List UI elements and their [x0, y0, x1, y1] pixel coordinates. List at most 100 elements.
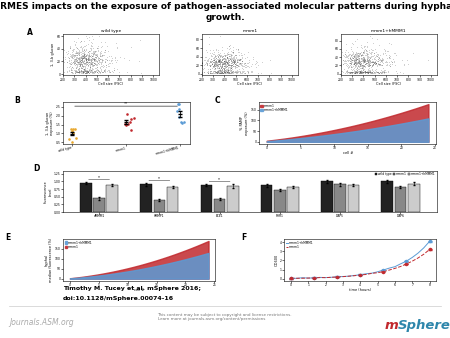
Point	[237, 52, 244, 58]
Point	[218, 47, 225, 53]
Point	[112, 40, 119, 46]
Point	[363, 52, 370, 58]
Point	[360, 52, 367, 57]
Point	[358, 70, 365, 76]
Point	[77, 69, 84, 75]
Point	[380, 69, 387, 75]
Point	[81, 43, 89, 49]
Point	[220, 66, 227, 72]
X-axis label: cell #: cell #	[134, 288, 144, 292]
Point	[238, 55, 245, 61]
Point	[72, 67, 79, 72]
Point	[362, 69, 369, 74]
Point	[212, 58, 220, 64]
Point	[83, 56, 90, 61]
Point	[356, 60, 363, 65]
Point	[228, 52, 235, 57]
Point	[76, 62, 83, 67]
Point	[76, 40, 83, 45]
Point	[356, 51, 363, 56]
Point	[351, 60, 358, 65]
Point	[223, 60, 230, 66]
Point	[85, 56, 92, 61]
Point	[108, 54, 115, 59]
Point	[99, 64, 106, 70]
Point	[354, 69, 361, 74]
Point	[86, 65, 93, 71]
Point	[207, 56, 214, 62]
Point	[74, 50, 81, 55]
Point	[229, 70, 236, 75]
Point	[364, 56, 371, 61]
Point	[91, 56, 98, 62]
Point	[346, 55, 353, 60]
Point	[81, 70, 88, 76]
Point	[342, 51, 349, 56]
Point	[216, 55, 223, 60]
Point	[211, 69, 218, 74]
Point	[93, 63, 100, 68]
Point	[353, 70, 360, 75]
Point	[77, 61, 85, 66]
Point	[239, 67, 247, 72]
Point	[86, 53, 93, 58]
Point	[220, 53, 228, 58]
Point	[354, 55, 361, 60]
Point	[76, 57, 83, 63]
Bar	[274, 190, 286, 212]
Point	[369, 54, 376, 59]
Point	[216, 61, 223, 67]
Point	[76, 48, 83, 53]
Point	[375, 70, 382, 76]
Point	[72, 58, 80, 63]
mmm1+hMMM1	[346, 274, 351, 278]
Point	[355, 52, 362, 58]
Point	[374, 53, 381, 58]
Point	[210, 62, 217, 68]
Point	[214, 68, 221, 73]
Point	[237, 56, 244, 62]
Point	[217, 59, 225, 65]
Point	[359, 63, 366, 68]
Point	[75, 59, 82, 65]
Point	[366, 58, 373, 64]
Bar	[347, 185, 359, 212]
Point	[387, 55, 394, 61]
Point	[207, 58, 214, 64]
Point	[220, 67, 227, 72]
Point	[352, 51, 360, 57]
Point	[78, 53, 85, 58]
Point	[72, 40, 80, 45]
Point	[87, 40, 94, 45]
Point	[198, 69, 206, 74]
Point	[112, 59, 119, 64]
Point	[362, 69, 369, 75]
Point	[366, 68, 373, 73]
Point	[356, 52, 363, 57]
Point	[351, 61, 358, 66]
Point	[223, 52, 230, 57]
Point	[227, 55, 234, 61]
Point	[356, 53, 363, 58]
Point	[350, 61, 357, 66]
Point	[357, 61, 364, 67]
Point	[224, 59, 231, 65]
Point	[66, 44, 73, 49]
Point	[70, 52, 77, 58]
Point	[86, 61, 94, 66]
Point	[374, 70, 381, 75]
Point	[90, 55, 98, 61]
Legend: mmm1, mmm1+hMMM1: mmm1, mmm1+hMMM1	[260, 104, 288, 112]
Point	[243, 63, 251, 68]
Point	[72, 57, 79, 63]
Point	[85, 56, 92, 62]
Point	[212, 63, 219, 68]
Point	[214, 62, 221, 68]
Point	[198, 60, 206, 66]
Point	[385, 54, 392, 60]
Point	[378, 59, 385, 64]
Point	[97, 63, 104, 68]
Point	[349, 70, 356, 75]
Point	[376, 55, 383, 61]
Point	[213, 60, 220, 65]
